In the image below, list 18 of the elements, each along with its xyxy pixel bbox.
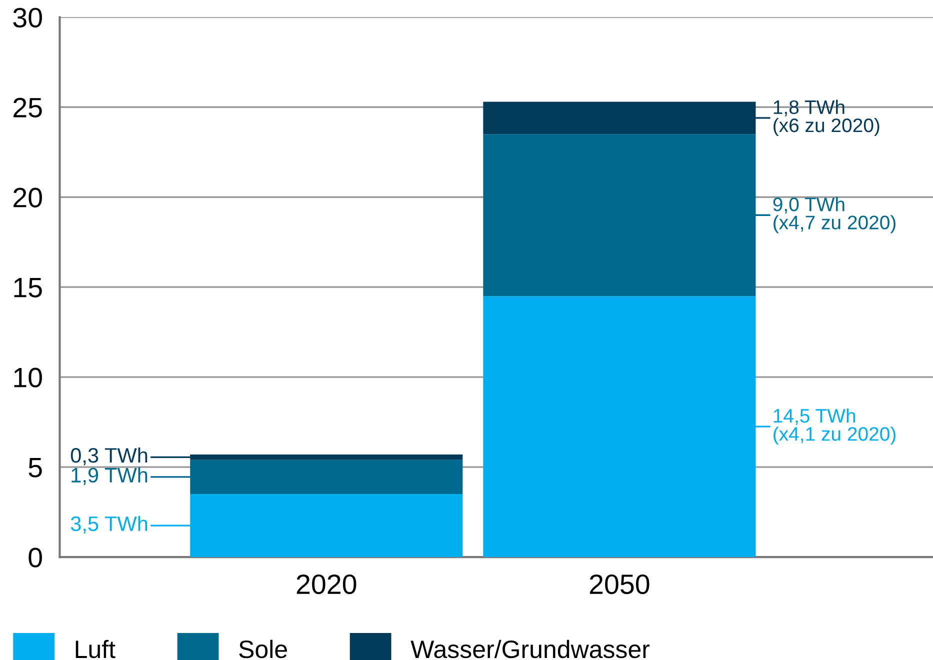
y-tick-label: 15	[14, 278, 42, 298]
x-tick-label: 2020	[296, 574, 356, 594]
legend-label: Sole	[239, 640, 287, 658]
x-tick-label: 2050	[590, 574, 650, 594]
y-tick-label: 5	[28, 458, 42, 478]
data-label: 3,5 TWh	[70, 516, 148, 534]
y-tick-label: 0	[28, 548, 42, 568]
data-label: 1,9 TWh	[72, 467, 148, 486]
data-label: 9,0 TWh (x4,7 zu 2020)	[773, 196, 896, 234]
data-label: 0,3 TWh	[70, 447, 148, 466]
data-label: 1,8 TWh (x6 zu 2020)	[774, 100, 880, 136]
y-tick-label: 25	[14, 98, 42, 118]
legend-label: Luft	[76, 640, 116, 658]
y-tick-label: 10	[14, 368, 42, 388]
data-label: 14,5 TWh (x4,1 zu 2020)	[774, 408, 896, 445]
y-tick-label: 30	[13, 8, 42, 28]
y-tick-label: 20	[14, 188, 42, 208]
legend-label: Wasser/Grundwasser	[410, 640, 650, 658]
